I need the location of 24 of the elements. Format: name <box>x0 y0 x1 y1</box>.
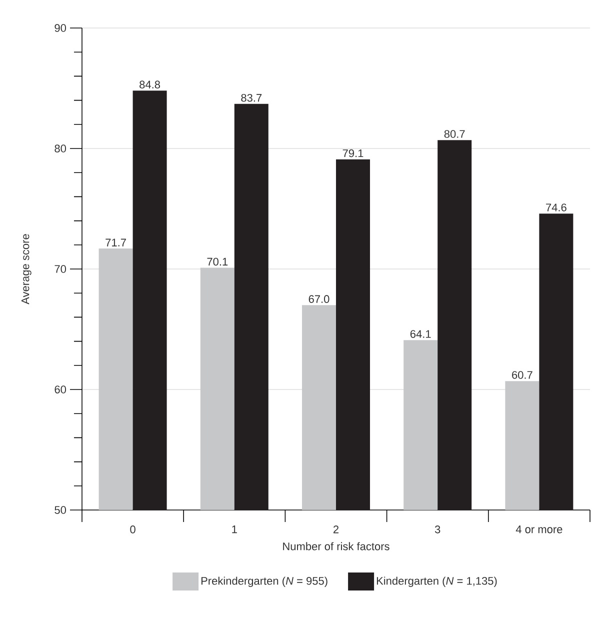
data-label: 67.0 <box>308 295 330 303</box>
data-label: 79.1 <box>342 149 364 158</box>
y-axis-title: Average score <box>22 234 32 304</box>
data-label: 74.6 <box>546 204 566 212</box>
legend-label: Kindergarten (N = 1,135) <box>376 576 497 587</box>
y-tick-label: 80 <box>54 144 66 152</box>
x-axis-title: Number of risk factors <box>283 542 390 550</box>
y-tick-label: 50 <box>54 506 66 514</box>
data-label: 84.8 <box>140 80 160 88</box>
x-tick-label: 2 <box>333 526 339 534</box>
data-label: 83.7 <box>241 94 262 102</box>
x-tick-label: 0 <box>130 526 136 534</box>
data-label: 64.1 <box>410 330 431 338</box>
x-tick-label: 4 or more <box>516 526 562 534</box>
y-tick-label: 60 <box>54 386 66 394</box>
legend-label: Prekindergarten (N = 955) <box>201 576 328 587</box>
data-label: 80.7 <box>444 130 465 138</box>
y-tick-label: 70 <box>54 265 66 273</box>
data-label: 70.1 <box>207 258 228 266</box>
data-label: 60.7 <box>512 371 532 379</box>
y-tick-label: 90 <box>54 24 66 32</box>
data-label: 71.7 <box>106 238 126 246</box>
x-tick-label: 1 <box>232 526 237 534</box>
x-tick-label: 3 <box>434 526 440 534</box>
